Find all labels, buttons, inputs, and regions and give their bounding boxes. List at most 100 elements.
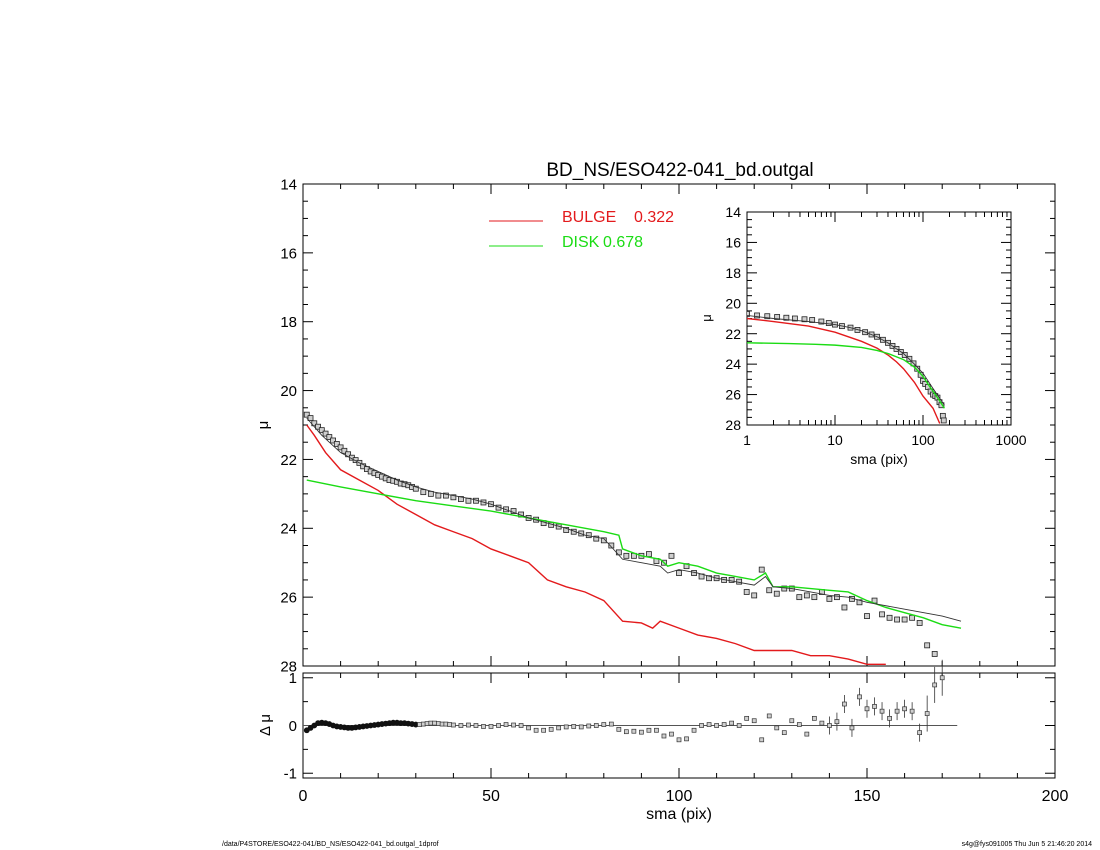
inset-observed-point xyxy=(774,314,781,320)
inset-observed-point xyxy=(791,315,798,322)
inset-axes: 14 16 18 20 22 24 26 281 10 100 1000 xyxy=(725,204,1026,448)
main-observed-point xyxy=(909,614,916,621)
main-observed-point xyxy=(615,549,622,556)
inset-plot-frame xyxy=(746,211,1012,426)
main-observed-point xyxy=(781,585,788,592)
residual-point xyxy=(684,736,689,742)
main-observed-point xyxy=(758,566,765,573)
main-observed-point xyxy=(600,537,607,544)
inset-observed-point xyxy=(825,320,832,326)
main-observed-point xyxy=(773,590,780,597)
residual-point xyxy=(541,727,546,733)
residual-point xyxy=(424,721,430,726)
residual-point xyxy=(439,721,445,727)
main-y-tick-label: 18 xyxy=(280,314,297,331)
residual-point xyxy=(902,706,907,712)
inset-x-tick-label: 1000 xyxy=(995,432,1026,448)
main-y-axis-label: μ xyxy=(255,421,272,430)
main-observed-point xyxy=(427,490,434,497)
legend-disk-label: DISK xyxy=(562,234,600,251)
residual-point xyxy=(526,725,531,731)
residual-point xyxy=(766,713,772,719)
inset-y-tick-label: 20 xyxy=(725,295,741,311)
inset-x-tick-label: 1 xyxy=(743,432,751,448)
main-observed-point xyxy=(811,594,818,601)
main-observed-point xyxy=(608,542,615,549)
main-observed-point xyxy=(879,611,885,618)
main-observed-point xyxy=(894,616,900,623)
main-observed-point xyxy=(420,489,427,496)
main-observed-point xyxy=(751,592,758,599)
residual-point xyxy=(714,723,719,728)
main-observed-point xyxy=(315,423,321,430)
inset-observed-point xyxy=(914,365,921,372)
main-observed-point xyxy=(303,411,310,418)
residual-point xyxy=(887,715,892,721)
residual-point xyxy=(654,727,659,733)
residual-point xyxy=(488,724,494,729)
main-y-tick-label: 22 xyxy=(280,452,297,469)
inset-y-tick-label: 28 xyxy=(725,417,741,433)
residual-point xyxy=(586,723,592,729)
main-observed-point xyxy=(864,613,870,619)
main-y-tick-label: 28 xyxy=(280,658,297,675)
main-observed-point xyxy=(333,441,340,447)
x-axis-label: sma (pix) xyxy=(646,806,712,823)
residual-point xyxy=(744,715,750,721)
inset-panel: 14 16 18 20 22 24 26 281 10 100 1000 sma (pix) μ xyxy=(699,204,1027,467)
residual-point xyxy=(699,723,704,728)
residual-point xyxy=(417,722,422,727)
residual-point xyxy=(563,724,569,730)
residual-point xyxy=(616,726,622,732)
residual-point xyxy=(432,720,437,726)
inset-observed-point xyxy=(783,314,790,321)
residual-y-tick-label: 0 xyxy=(289,718,297,735)
legend-disk-fraction: 0.678 xyxy=(603,234,643,251)
residual-point xyxy=(879,708,885,714)
main-disk-line xyxy=(306,479,962,629)
main-observed-point xyxy=(318,427,325,434)
inset-y-tick-label: 24 xyxy=(725,356,741,372)
inset-observed-point xyxy=(940,417,947,424)
main-observed-point xyxy=(796,594,803,601)
residual-point xyxy=(473,723,479,728)
residual-point xyxy=(631,728,637,734)
main-x-tick-label: 200 xyxy=(1042,788,1069,805)
footer-file-path: /data/P4STORE/ESO422-041/BD_NS/ESO422-04… xyxy=(222,841,439,848)
residual-point xyxy=(804,731,810,737)
residual-point xyxy=(691,727,697,733)
main-observed-point xyxy=(826,595,833,602)
main-observed-point xyxy=(563,527,570,533)
inset-y-axis-label: μ xyxy=(699,314,714,322)
residual-point xyxy=(939,675,945,681)
legend: BULGE 0.322 DISK 0.678 xyxy=(489,209,674,251)
residual-y-axis-label: Δ μ xyxy=(257,714,274,736)
inset-series xyxy=(747,311,947,424)
main-observed-point xyxy=(435,492,442,499)
main-observed-point xyxy=(668,552,675,559)
residual-point xyxy=(932,682,938,688)
residual-point xyxy=(533,727,539,733)
residual-point xyxy=(496,723,501,728)
residual-point xyxy=(608,721,614,727)
main-y-tick-label: 14 xyxy=(280,176,297,193)
residual-point xyxy=(872,704,877,709)
residual-point xyxy=(894,708,900,714)
residual-point xyxy=(706,722,712,727)
residual-y-tick-label: -1 xyxy=(284,766,297,783)
residual-point xyxy=(646,727,652,733)
main-observed-point xyxy=(916,620,923,626)
residual-series xyxy=(303,659,958,743)
residual-point xyxy=(428,720,434,726)
main-observed-point xyxy=(901,616,908,623)
main-observed-point xyxy=(341,447,348,454)
main-observed-point xyxy=(593,535,600,542)
residual-point xyxy=(676,737,682,743)
residual-point xyxy=(661,733,667,739)
residual-point xyxy=(909,708,915,714)
residual-point xyxy=(571,724,577,729)
main-panel: 14 16 18 20 22 24 26 28 μ BULGE 0.322 DISK 0.67… xyxy=(255,176,1056,675)
